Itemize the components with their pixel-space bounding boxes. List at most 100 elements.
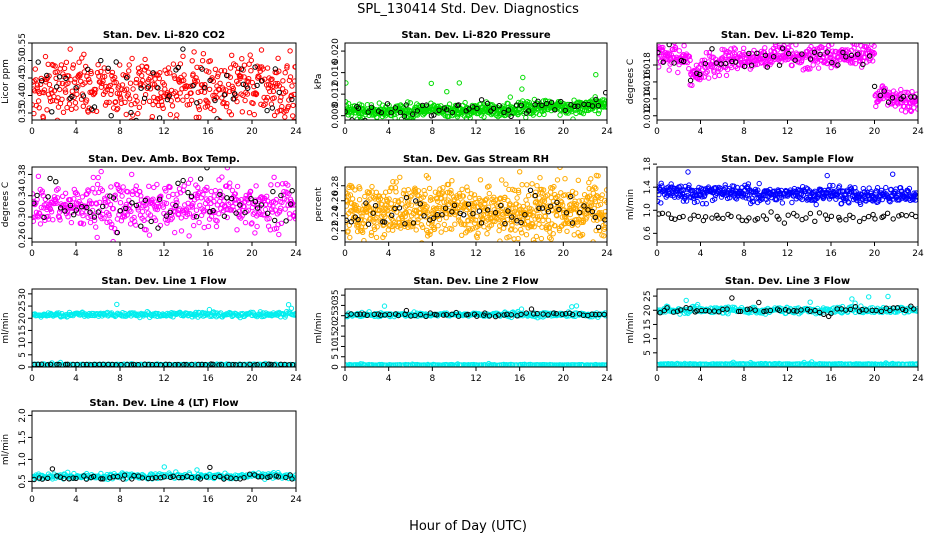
data-point bbox=[706, 49, 712, 56]
data-point bbox=[548, 99, 555, 106]
data-point bbox=[602, 220, 607, 227]
figure-title: SPL_130414 Std. Dev. Diagnostics bbox=[357, 2, 579, 17]
data-point bbox=[129, 171, 135, 178]
data-point bbox=[868, 189, 874, 195]
data-point bbox=[449, 109, 455, 116]
data-point bbox=[400, 190, 407, 197]
data-point bbox=[586, 185, 592, 192]
data-point bbox=[592, 198, 599, 205]
data-point bbox=[185, 11, 189, 15]
data-point bbox=[345, 101, 352, 107]
data-point bbox=[136, 104, 143, 111]
data-point bbox=[71, 212, 77, 218]
data-point bbox=[108, 184, 114, 190]
data-point bbox=[510, 205, 516, 212]
data-point bbox=[237, 202, 243, 208]
data-point bbox=[463, 230, 469, 236]
data-point bbox=[552, 223, 558, 229]
data-point bbox=[816, 45, 823, 51]
data-point bbox=[890, 171, 896, 177]
data-point bbox=[102, 199, 109, 206]
data-point bbox=[59, 96, 65, 103]
y-tick-label: 0.30 bbox=[18, 207, 28, 227]
data-point bbox=[902, 109, 909, 115]
data-point bbox=[216, 362, 222, 367]
data-point bbox=[216, 211, 222, 217]
data-point bbox=[751, 47, 757, 54]
data-point bbox=[531, 210, 537, 216]
data-point bbox=[496, 103, 502, 109]
data-point bbox=[361, 237, 367, 242]
data-point bbox=[672, 216, 678, 222]
data-point bbox=[175, 180, 181, 187]
data-point bbox=[588, 202, 595, 209]
data-point bbox=[282, 206, 288, 212]
data-point bbox=[386, 196, 392, 202]
data-point bbox=[427, 231, 433, 238]
x-tick-label: 20 bbox=[246, 249, 258, 259]
data-point bbox=[174, 97, 181, 103]
y-tick-label: 0.40 bbox=[18, 85, 28, 105]
data-point bbox=[64, 104, 70, 111]
data-point bbox=[373, 234, 380, 241]
data-point bbox=[571, 232, 577, 238]
data-point bbox=[202, 85, 208, 91]
data-point bbox=[355, 223, 362, 229]
data-point bbox=[191, 222, 197, 229]
data-point bbox=[548, 236, 554, 242]
data-point bbox=[132, 186, 139, 193]
data-point bbox=[792, 16, 796, 20]
data-point bbox=[702, 60, 708, 67]
x-tick-label: 20 bbox=[869, 249, 881, 259]
data-point bbox=[211, 198, 217, 205]
data-point bbox=[156, 75, 163, 82]
data-point bbox=[754, 216, 761, 222]
x-tick-label: 4 bbox=[386, 127, 392, 137]
x-tick-label: 0 bbox=[342, 249, 348, 259]
data-point bbox=[206, 69, 212, 75]
data-point bbox=[268, 182, 274, 188]
data-point bbox=[746, 50, 752, 57]
data-point bbox=[86, 76, 92, 83]
data-point bbox=[562, 176, 568, 182]
data-point bbox=[276, 231, 282, 238]
data-point bbox=[40, 128, 44, 132]
data-point bbox=[158, 90, 164, 96]
data-point bbox=[855, 51, 861, 57]
data-point bbox=[569, 222, 575, 229]
data-point bbox=[446, 113, 452, 120]
data-point bbox=[874, 185, 881, 191]
data-point bbox=[239, 213, 245, 219]
data-point bbox=[246, 76, 252, 82]
x-tick-label: 12 bbox=[782, 249, 793, 259]
data-point bbox=[476, 208, 483, 214]
data-point bbox=[807, 210, 814, 217]
data-point bbox=[189, 204, 196, 210]
data-point bbox=[441, 199, 447, 205]
data-point bbox=[570, 116, 576, 120]
data-point bbox=[903, 213, 909, 219]
data-point bbox=[32, 218, 36, 224]
data-point bbox=[515, 187, 522, 194]
data-point bbox=[602, 101, 607, 107]
data-point bbox=[815, 65, 822, 71]
x-tick-label: 8 bbox=[429, 249, 435, 259]
data-point bbox=[843, 54, 849, 60]
data-point bbox=[292, 311, 296, 317]
data-points bbox=[345, 72, 607, 120]
data-point bbox=[109, 221, 115, 228]
data-point bbox=[251, 83, 257, 90]
data-point bbox=[519, 230, 525, 236]
data-point bbox=[443, 215, 449, 221]
data-point bbox=[345, 80, 349, 86]
data-point bbox=[536, 221, 542, 228]
x-tick-label: 20 bbox=[558, 249, 570, 259]
data-point bbox=[160, 105, 166, 112]
data-point bbox=[519, 182, 525, 188]
data-point bbox=[266, 361, 272, 367]
data-point bbox=[242, 219, 249, 226]
data-point bbox=[201, 207, 207, 213]
data-point bbox=[795, 3, 799, 7]
data-point bbox=[706, 75, 712, 81]
data-point bbox=[501, 109, 507, 116]
